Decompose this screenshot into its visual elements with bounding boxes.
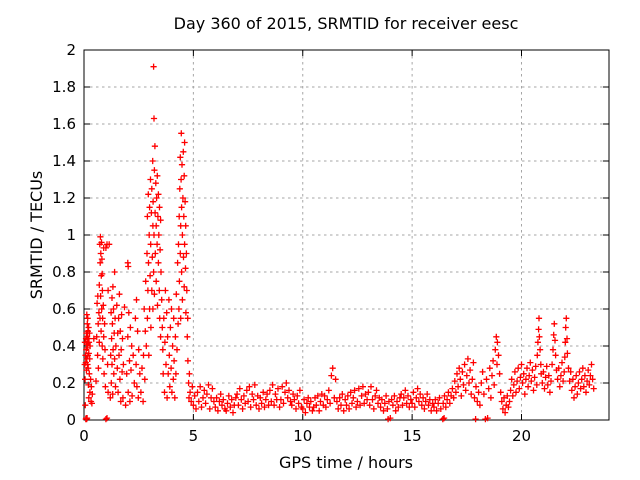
x-tick-label: 5 bbox=[189, 427, 199, 445]
y-tick-label: 1 bbox=[66, 226, 76, 244]
x-axis-label: GPS time / hours bbox=[279, 453, 413, 472]
y-tick-label: 0.8 bbox=[52, 263, 76, 281]
y-axis-label: SRMTID / TECUs bbox=[27, 171, 46, 300]
x-tick-label: 0 bbox=[79, 427, 89, 445]
chart-title: Day 360 of 2015, SRMTID for receiver ees… bbox=[174, 14, 519, 33]
y-tick-labels: 0 0.2 0.4 0.6 0.8 1 1.2 1.4 1.6 1.8 2 bbox=[52, 41, 76, 429]
y-tick-label: 1.6 bbox=[52, 115, 76, 133]
y-tick-label: 0.2 bbox=[52, 374, 76, 392]
y-tick-label: 0.6 bbox=[52, 300, 76, 318]
y-tick-label: 2 bbox=[66, 41, 76, 59]
y-tick-label: 0.4 bbox=[52, 337, 76, 355]
x-tick-label: 20 bbox=[512, 427, 531, 445]
x-tick-label: 15 bbox=[403, 427, 422, 445]
data-points bbox=[81, 63, 597, 423]
y-tick-label: 1.8 bbox=[52, 78, 76, 96]
y-tick-label: 1.2 bbox=[52, 189, 76, 207]
y-tick-label: 1.4 bbox=[52, 152, 76, 170]
x-tick-label: 10 bbox=[293, 427, 312, 445]
gridlines bbox=[84, 50, 609, 420]
x-tick-labels: 0 5 10 15 20 bbox=[79, 427, 531, 445]
axis-ticks bbox=[83, 49, 609, 421]
y-tick-label: 0 bbox=[66, 411, 76, 429]
